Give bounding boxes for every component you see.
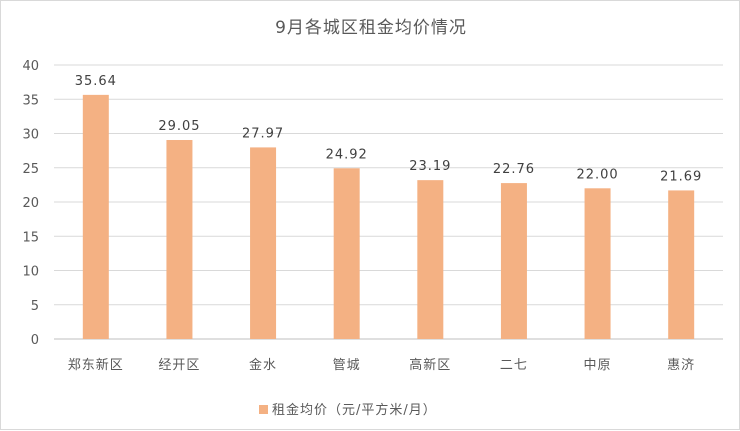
bar — [668, 190, 695, 339]
y-tick-label: 30 — [22, 128, 39, 143]
x-axis-categories: 郑东新区 经开区 金水 管城 高新区 二七 中原 惠济 — [68, 357, 695, 373]
data-label: 35.64 — [75, 74, 117, 89]
x-category-label: 经开区 — [158, 358, 200, 373]
gridlines — [54, 64, 723, 340]
y-tick-label: 40 — [22, 59, 39, 74]
chart-title: 9月各城区租金均价情况 — [275, 18, 467, 38]
bar — [250, 147, 277, 339]
x-category-label: 惠济 — [667, 358, 695, 373]
y-tick-label: 5 — [31, 299, 39, 314]
legend-swatch — [259, 405, 268, 414]
bar — [333, 168, 360, 339]
y-tick-label: 10 — [22, 265, 39, 280]
data-label: 22.76 — [493, 162, 535, 177]
bar — [166, 140, 193, 339]
y-tick-label: 20 — [22, 196, 39, 211]
data-label: 29.05 — [158, 119, 200, 134]
bars — [82, 94, 695, 339]
y-axis-ticks: 0 5 10 15 20 25 30 35 40 — [22, 59, 39, 348]
data-label: 21.69 — [660, 169, 702, 184]
x-category-label: 郑东新区 — [68, 357, 124, 373]
bar — [82, 94, 109, 339]
y-tick-label: 15 — [22, 230, 39, 245]
data-label: 23.19 — [409, 159, 451, 174]
data-label: 27.97 — [242, 126, 284, 141]
legend-label: 租金均价（元/平方米/月） — [272, 402, 437, 418]
legend: 租金均价（元/平方米/月） — [259, 402, 437, 418]
data-label: 24.92 — [326, 147, 368, 162]
x-category-label: 管城 — [333, 358, 361, 373]
x-category-label: 二七 — [500, 358, 528, 373]
x-category-label: 中原 — [584, 358, 612, 373]
data-label: 22.00 — [576, 167, 618, 182]
data-labels: 35.64 29.05 27.97 24.92 23.19 22.76 22.00 21.69 — [75, 74, 702, 185]
x-category-label: 金水 — [249, 357, 277, 373]
y-tick-label: 35 — [22, 93, 39, 108]
bar — [500, 183, 527, 339]
y-tick-label: 0 — [31, 333, 39, 348]
x-category-label: 高新区 — [409, 357, 451, 373]
bar — [584, 188, 611, 339]
y-tick-label: 25 — [22, 162, 39, 177]
bar — [417, 180, 444, 339]
